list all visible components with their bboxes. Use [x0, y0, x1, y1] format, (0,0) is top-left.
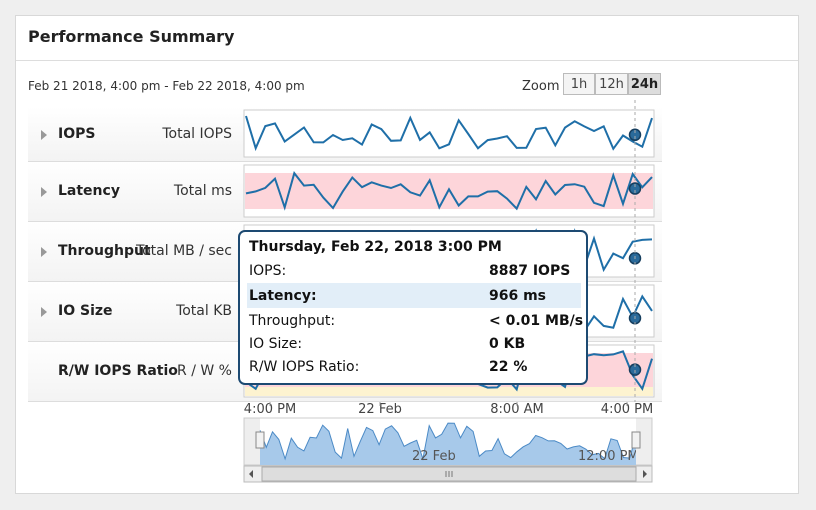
- sparkline-frame: [243, 109, 655, 158]
- navigator-label: 22 Feb: [412, 449, 456, 464]
- metric-unit: Total IOPS: [162, 125, 232, 142]
- date-range: Feb 21 2018, 4:00 pm - Feb 22 2018, 4:00…: [28, 79, 305, 93]
- navigator-outside: [636, 418, 652, 465]
- zoom-button[interactable]: 24h: [628, 73, 661, 95]
- metric-unit: R / W %: [177, 363, 232, 379]
- tooltip-label: R/W IOPS Ratio:: [249, 359, 360, 375]
- metric-name: IO Size: [58, 303, 113, 319]
- scroll-left[interactable]: [249, 470, 253, 478]
- tooltip-label: IOPS:: [249, 263, 287, 279]
- metric-name: R/W IOPS Ratio: [58, 363, 178, 379]
- expand-arrow: [41, 247, 47, 257]
- tooltip-value: < 0.01 MB/s: [489, 313, 584, 329]
- tooltip-label: Latency:: [249, 288, 317, 304]
- tooltip-value: 0 KB: [489, 336, 526, 352]
- navigator-line: [259, 422, 637, 461]
- time-axis-label: 4:00 PM: [244, 402, 296, 417]
- time-axis-label: 8:00 AM: [490, 402, 543, 417]
- metric-unit: Total KB: [176, 303, 232, 319]
- tooltip-title: Thursday, Feb 22, 2018 3:00 PM: [249, 239, 502, 255]
- metric-name: IOPS: [58, 125, 96, 142]
- zoom-label: Zoom: [522, 79, 560, 94]
- tooltip-value: 22 %: [489, 359, 528, 375]
- zoom-button[interactable]: 12h: [595, 73, 628, 95]
- metric-unit: Total MB / sec: [135, 243, 232, 259]
- sparkline: [245, 171, 653, 211]
- scroll-right[interactable]: [643, 470, 647, 478]
- hover-marker: [628, 128, 642, 142]
- expand-arrow: [41, 129, 47, 140]
- tooltip: Thursday, Feb 22, 2018 3:00 PM IOPS: 8887…: [238, 230, 588, 385]
- zoom-button[interactable]: 1h: [563, 73, 595, 95]
- threshold-band: [245, 387, 653, 396]
- hover-marker: [628, 182, 642, 195]
- expand-arrow: [41, 187, 47, 197]
- navigator-area: [260, 423, 636, 465]
- panel-title: Performance Summary: [28, 27, 235, 46]
- navigator-label: 12:00 PM: [578, 449, 639, 464]
- metric-unit: Total ms: [173, 183, 232, 199]
- tooltip-label: IO Size:: [249, 336, 303, 352]
- expand-arrow: [41, 307, 47, 317]
- sparkline: [245, 115, 653, 152]
- navigator-handle[interactable]: [631, 431, 641, 449]
- time-axis-label: 4:00 PM: [601, 402, 653, 417]
- tooltip-value: 966 ms: [489, 288, 547, 304]
- tooltip-highlight: [247, 283, 581, 308]
- divider: [16, 60, 798, 61]
- navigator-handle[interactable]: [255, 431, 265, 449]
- time-axis-label: 22 Feb: [358, 402, 402, 417]
- tooltip-value: 8887 IOPS: [489, 263, 571, 279]
- metric-name: Throughput: [58, 243, 151, 259]
- navigator-outside: [244, 418, 260, 465]
- tooltip-label: Throughput:: [249, 313, 336, 329]
- metric-name: Latency: [58, 183, 120, 199]
